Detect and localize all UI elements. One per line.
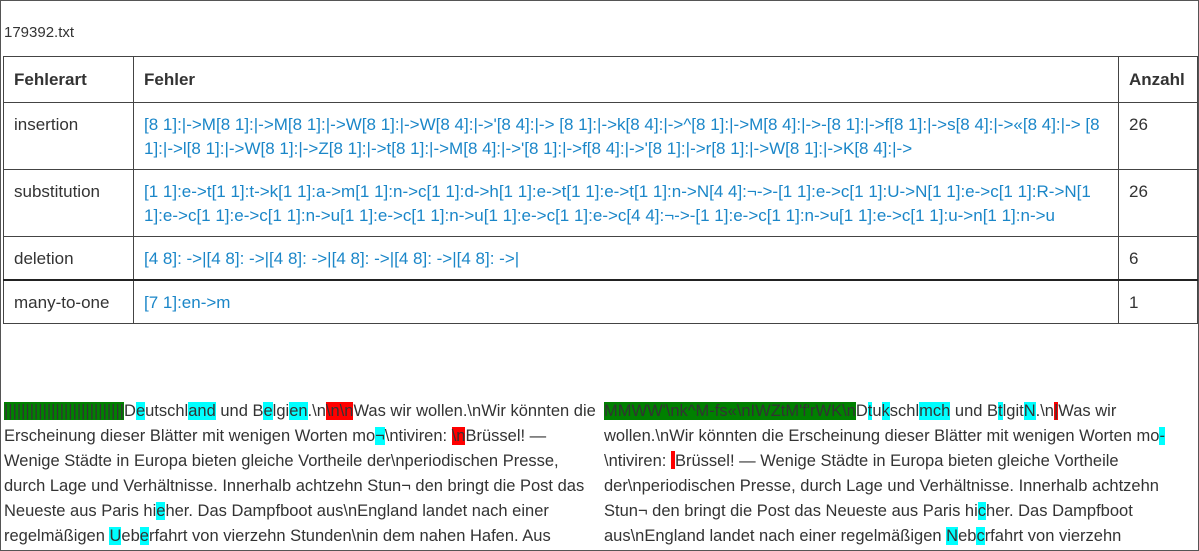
ground-truth-text: ||||||||||||||||||||||||||||Deutschland … xyxy=(4,399,599,549)
text-segment: Was wir wollen.\nWir könnten die Erschei… xyxy=(4,402,596,445)
error-list[interactable]: [7 1]:en->m xyxy=(133,279,1119,324)
highlight-cyan: N xyxy=(946,527,959,545)
text-segment: .\n xyxy=(307,402,326,420)
table-header: Fehlerart Fehler Anzahl xyxy=(3,56,1198,103)
text-segment: rfahrt von vierzehn Stunden\nin dem nahe… xyxy=(148,527,551,545)
error-type: many-to-one xyxy=(3,279,134,324)
text-segment: \ntiviren: xyxy=(384,427,452,445)
error-type: deletion xyxy=(3,236,134,281)
text-segment: lgit xyxy=(1002,402,1024,420)
text-segment: eb xyxy=(121,527,140,545)
file-name: 179392.txt xyxy=(4,24,75,41)
header-errors: Fehler xyxy=(133,56,1119,103)
text-segment: eb xyxy=(958,527,977,545)
highlight-cyan: c xyxy=(976,527,985,545)
highlight-green: MMWW'\nk^M-fs«\nIWZtM'f'rWK\n xyxy=(604,402,856,420)
highlight-red: \n xyxy=(451,427,466,445)
header-count: Anzahl xyxy=(1118,56,1198,103)
error-type: insertion xyxy=(3,102,134,170)
highlight-cyan: U xyxy=(109,527,122,545)
text-segment: rfahrt von vierzehn xyxy=(984,527,1122,545)
text-segment: utschl xyxy=(145,402,189,420)
error-table: Fehlerart Fehler Anzahl insertion [8 1]:… xyxy=(3,56,1198,324)
text-segment: Brüssel! — Wenige Städte in Europa biete… xyxy=(4,427,585,520)
highlight-red xyxy=(670,451,675,469)
error-list[interactable]: [1 1]:e->t[1 1]:t->k[1 1]:a->m[1 1]:n->c… xyxy=(133,169,1119,237)
highlight-red: | xyxy=(1054,402,1059,420)
highlight-cyan: e xyxy=(135,402,146,420)
error-count: 6 xyxy=(1118,236,1198,281)
text-segment: Brüssel! — Wenige Städte in Europa biete… xyxy=(604,452,1159,520)
text-segment: D xyxy=(124,402,136,420)
text-segment: u xyxy=(872,402,882,420)
text-segment: her. Das Dampfboot aus\nEngland landet n… xyxy=(4,502,549,545)
table-row: substitution [1 1]:e->t[1 1]:t->k[1 1]:a… xyxy=(3,169,1198,237)
text-segment: D xyxy=(855,402,868,420)
highlight-cyan: e xyxy=(139,527,149,545)
text-segment: Was wir wollen.\nWir könnten die Erschei… xyxy=(604,402,1160,445)
highlight-cyan: e xyxy=(263,402,273,420)
text-segment: \ntiviren: xyxy=(604,452,671,470)
header-error-type: Fehlerart xyxy=(3,56,134,103)
highlight-cyan: k xyxy=(881,402,890,420)
highlight-cyan: t xyxy=(998,402,1003,420)
highlight-cyan: ¬ xyxy=(375,427,385,445)
text-segment: her. Das Dampfboot aus\nEngland landet n… xyxy=(604,502,1133,545)
error-list[interactable]: [4 8]: ->|[4 8]: ->|[4 8]: ->|[4 8]: ->|… xyxy=(133,236,1119,281)
error-type: substitution xyxy=(3,169,134,237)
highlight-cyan: t xyxy=(867,402,873,420)
highlight-cyan: - xyxy=(1159,427,1165,445)
text-segment: und B xyxy=(215,402,264,420)
highlight-cyan: en xyxy=(289,402,308,420)
text-segment: lgi xyxy=(272,402,290,420)
ocr-text: MMWW'\nk^M-fs«\nIWZtM'f'rWK\nDtukschlmch… xyxy=(604,399,1194,549)
table-row: insertion [8 1]:|->M[8 1]:|->M[8 1]:|->W… xyxy=(3,102,1198,170)
error-count: 1 xyxy=(1118,279,1198,324)
error-list[interactable]: [8 1]:|->M[8 1]:|->M[8 1]:|->W[8 1]:|->W… xyxy=(133,102,1119,170)
highlight-cyan: N xyxy=(1023,402,1036,420)
error-count: 26 xyxy=(1118,102,1198,170)
table-row: deletion [4 8]: ->|[4 8]: ->|[4 8]: ->|[… xyxy=(3,236,1198,281)
table-row: many-to-one [7 1]:en->m 1 xyxy=(3,279,1198,324)
highlight-cyan: c xyxy=(977,502,987,520)
text-segment: .\n xyxy=(1035,402,1054,420)
highlight-green: |||||||||||||||||||||||||||| xyxy=(4,402,125,420)
highlight-red: \n\n xyxy=(325,402,354,420)
error-count: 26 xyxy=(1118,169,1198,237)
highlight-cyan: mch xyxy=(919,402,951,420)
text-segment: schl xyxy=(889,402,920,420)
text-segment: und B xyxy=(950,402,999,420)
highlight-cyan: e xyxy=(156,502,166,520)
highlight-cyan: and xyxy=(188,402,216,420)
